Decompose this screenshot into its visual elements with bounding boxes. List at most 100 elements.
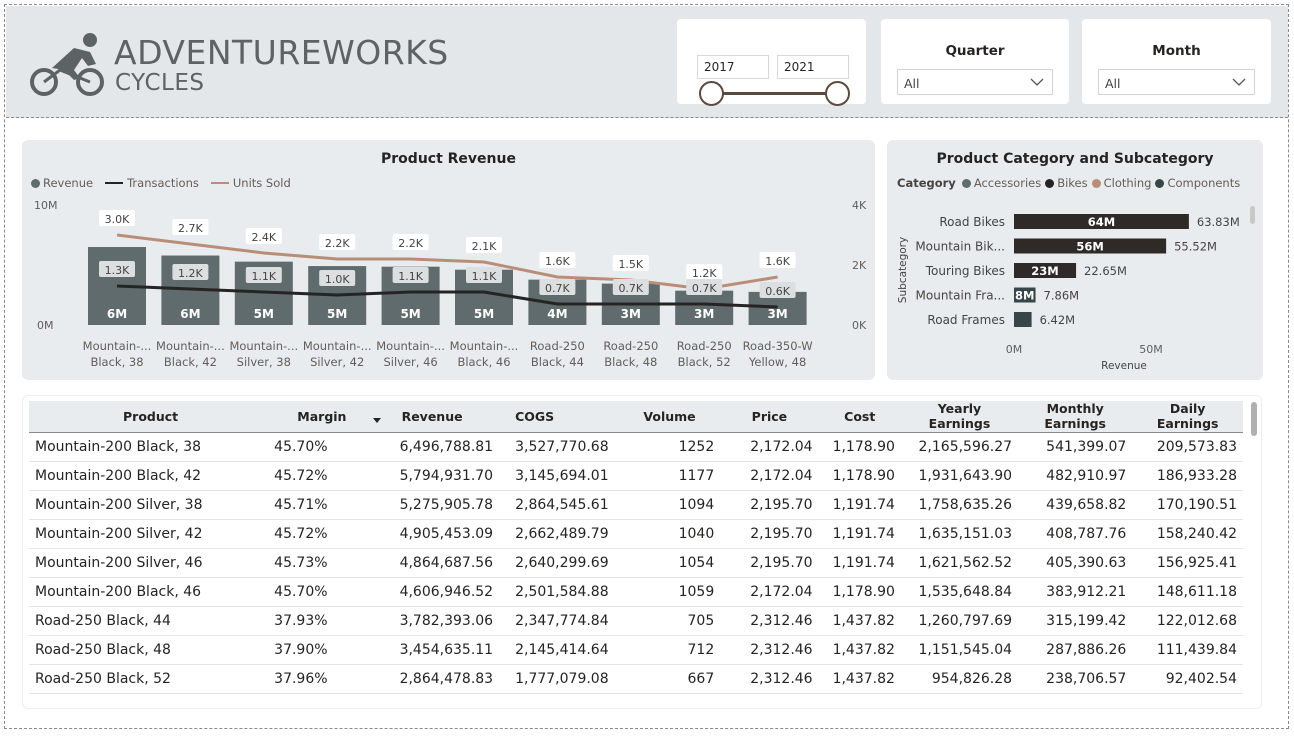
- column-header-monthly-earnings[interactable]: Monthly Earnings: [1018, 401, 1133, 433]
- subcategory-value-label: 55.52M: [1174, 240, 1217, 254]
- column-header-daily-earnings[interactable]: Daily Earnings: [1132, 401, 1243, 433]
- slider-start-handle[interactable]: [699, 81, 724, 106]
- x-tick-label: Silver, 46: [383, 355, 437, 369]
- units-sold-data-label: 1.6K: [765, 255, 790, 268]
- y-right-tick-label: 4K: [852, 199, 867, 212]
- table-cell: 1,178.90: [832, 467, 895, 484]
- product-revenue-panel: Product Revenue Revenue Transactions Uni…: [22, 140, 875, 380]
- column-header-volume[interactable]: Volume: [618, 401, 721, 433]
- table-cell: Mountain-200 Black, 42: [35, 467, 202, 484]
- table-cell: 111,439.84: [1156, 641, 1237, 658]
- table-row[interactable]: Mountain-200 Black, 46 45.70% 4,606,946.52…: [29, 577, 1243, 606]
- table-scrollbar[interactable]: [1251, 402, 1257, 436]
- table-cell: 2,312.46: [750, 612, 813, 629]
- column-header-margin[interactable]: Margin: [272, 401, 372, 433]
- table-cell: 482,910.97: [1046, 467, 1127, 484]
- table-cell: 541,399.07: [1046, 438, 1127, 455]
- table-cell: 2,172.04: [750, 583, 813, 600]
- header-banner: ADVENTUREWORKS CYCLES 2017 2021 Quarter …: [6, 6, 1288, 118]
- table-cell: 2,312.46: [750, 641, 813, 658]
- month-slicer: Month All: [1082, 19, 1271, 104]
- x-tick-label: Mountain-...: [83, 339, 152, 353]
- table-cell: 1,931,643.90: [918, 467, 1013, 484]
- product-revenue-title: Product Revenue: [381, 151, 516, 167]
- table-cell: 92,402.54: [1165, 670, 1237, 687]
- month-title: Month: [1152, 43, 1201, 59]
- table-cell: 2,165,596.27: [918, 438, 1013, 455]
- table-row[interactable]: Road-250 Black, 52 37.96% 2,864,478.83 1,77…: [29, 664, 1243, 693]
- table-cell: 3,145,694.01: [515, 467, 609, 484]
- quarter-dropdown[interactable]: All: [897, 69, 1053, 95]
- cyclist-logo-icon: [30, 33, 104, 96]
- transactions-data-label-box: [759, 282, 796, 298]
- x-tick-label: Mountain-...: [376, 339, 445, 353]
- category-scrollbar[interactable]: [1250, 206, 1255, 224]
- table-cell: 2,864,545.61: [515, 496, 609, 513]
- table-cell: 148,611.18: [1156, 583, 1237, 600]
- column-header-product[interactable]: Product: [29, 401, 273, 433]
- units-sold-data-label: 2.7K: [178, 222, 203, 235]
- logo-title: ADVENTUREWORKS: [114, 33, 449, 72]
- table-header-row: Product Margin Revenue COGS Volume Price Cost Y…: [29, 401, 1243, 433]
- y-right-tick-label: 2K: [852, 259, 867, 272]
- column-header-revenue[interactable]: Revenue: [371, 401, 500, 433]
- subcategory-value-label: 63.83M: [1197, 215, 1240, 229]
- column-header-cost[interactable]: Cost: [818, 401, 901, 433]
- x-tick-label: Silver, 42: [310, 355, 364, 369]
- transactions-data-label-box: [392, 267, 429, 283]
- transactions-data-label-box: [245, 267, 282, 283]
- month-dropdown[interactable]: All: [1098, 69, 1255, 95]
- year-end-input[interactable]: 2021: [777, 55, 849, 79]
- table-cell: 5,794,931.70: [399, 467, 494, 484]
- table-row[interactable]: Mountain-200 Silver, 38 45.71% 5,275,905.7…: [29, 490, 1243, 519]
- table-cell: Mountain-200 Silver, 46: [35, 554, 203, 571]
- table-cell: Road-250 Black, 48: [35, 641, 171, 658]
- table-cell: 1,621,562.52: [918, 554, 1013, 571]
- revenue-bar-label: 6M: [107, 307, 127, 321]
- table-row[interactable]: Mountain-200 Silver, 46 45.73% 4,864,687.5…: [29, 548, 1243, 577]
- table-row[interactable]: Mountain-200 Black, 38 45.70% 6,496,788.81…: [29, 432, 1243, 461]
- x-axis-title: Revenue: [1101, 360, 1147, 372]
- legend-revenue-marker: [31, 178, 40, 188]
- transactions-data-label: 1.3K: [105, 264, 130, 277]
- units-sold-data-label: 2.1K: [472, 240, 497, 253]
- table-cell: 45.70%: [274, 583, 328, 600]
- table-cell: 6,496,788.81: [399, 438, 494, 455]
- table-row[interactable]: Mountain-200 Black, 42 45.72% 5,794,931.70…: [29, 461, 1243, 490]
- slider-end-handle[interactable]: [825, 81, 850, 106]
- table-cell: 1094: [678, 496, 715, 513]
- x-tick-label: 50M: [1139, 343, 1163, 356]
- transactions-data-label: 0.7K: [618, 282, 643, 295]
- table-cell: 4,606,946.52: [399, 583, 494, 600]
- subcategory-bar-inner-label: 8M: [1015, 289, 1034, 303]
- year-start-input[interactable]: 2017: [697, 55, 769, 79]
- table-cell: Mountain-200 Silver, 38: [35, 496, 203, 513]
- table-cell: 1,777,079.08: [515, 670, 609, 687]
- revenue-bar-label: 5M: [327, 307, 347, 321]
- column-header-price[interactable]: Price: [720, 401, 819, 433]
- column-header-yearly-earnings[interactable]: Yearly Earnings: [900, 401, 1019, 433]
- table-cell: 2,501,584.88: [515, 583, 609, 600]
- table-cell: 4,905,453.09: [399, 525, 494, 542]
- x-tick-label: Mountain-...: [303, 339, 372, 353]
- revenue-bar: [675, 290, 734, 325]
- subcategory-label: Mountain Fra...: [916, 289, 1005, 303]
- legend-transactions-marker: [105, 182, 124, 184]
- table-cell: 1059: [678, 583, 715, 600]
- x-tick-label: Road-350-W: [743, 339, 813, 353]
- table-cell: 4,864,687.56: [399, 554, 494, 571]
- month-value: All: [1105, 76, 1121, 91]
- units-sold-data-label-box: [759, 252, 796, 268]
- table-row[interactable]: Mountain-200 Silver, 42 45.72% 4,905,453.0…: [29, 519, 1243, 548]
- table-cell: 1,535,648.84: [918, 583, 1013, 600]
- table-cell: 5,275,905.78: [399, 496, 494, 513]
- table-cell: 667: [687, 670, 715, 687]
- sort-descending-icon[interactable]: [373, 418, 381, 424]
- table-row[interactable]: Road-250 Black, 48 37.90% 3,454,635.11 2,14…: [29, 635, 1243, 664]
- table-cell: 2,347,774.84: [515, 612, 609, 629]
- legend-clothing-label: Clothing: [1103, 176, 1152, 190]
- column-header-cogs[interactable]: COGS: [499, 401, 619, 433]
- legend-transactions-label: Transactions: [127, 176, 199, 190]
- table-row[interactable]: Road-250 Black, 44 37.93% 3,782,393.06 2,34…: [29, 606, 1243, 635]
- x-tick-label: Silver, 38: [237, 355, 291, 369]
